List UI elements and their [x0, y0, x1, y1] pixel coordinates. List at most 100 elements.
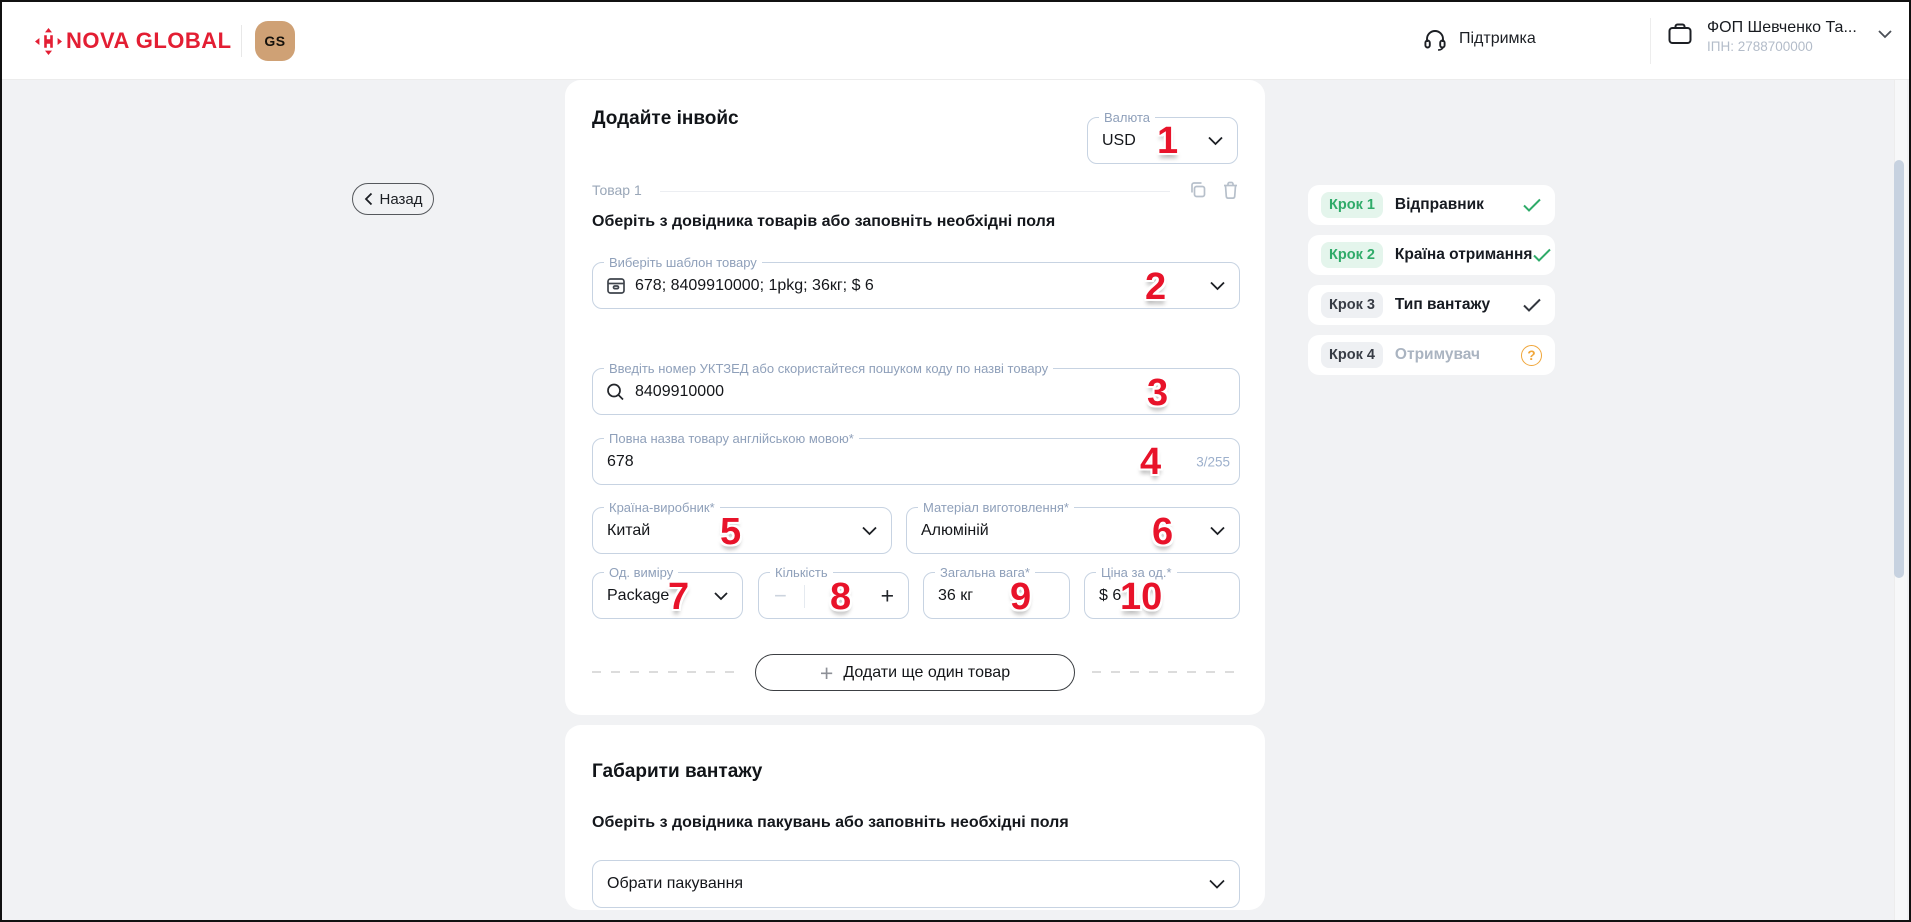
weight-label: Загальна вага* — [935, 565, 1035, 580]
step-3-cargo-type[interactable]: Крок 3 Тип вантажу — [1308, 285, 1555, 325]
support-button[interactable]: Підтримка — [1422, 26, 1536, 52]
chevron-down-icon — [1207, 135, 1224, 146]
gs-org-badge[interactable]: GS — [255, 21, 295, 61]
checkmark-icon — [1522, 197, 1542, 213]
unit-select[interactable]: Од. виміру Package — [592, 565, 743, 619]
uktzed-search-input[interactable]: Введіть номер УКТЗЕД або скористайтеся п… — [592, 361, 1240, 415]
annotation-7: 7 — [668, 576, 690, 618]
step-4-receiver[interactable]: Крок 4 Отримувач ? — [1308, 335, 1555, 375]
step-label: Відправник — [1394, 196, 1484, 213]
country-label: Країна-виробник* — [604, 500, 720, 515]
annotation-3: 3 — [1147, 372, 1169, 414]
archive-box-icon — [605, 275, 627, 297]
briefcase-icon — [1665, 19, 1695, 49]
headphones-icon — [1422, 26, 1448, 52]
packaging-value: Обрати пакування — [607, 875, 744, 892]
template-label: Виберіть шаблон товару — [604, 255, 762, 270]
dashed-divider-left — [592, 671, 740, 673]
material-select[interactable]: Матеріал виготовлення* Алюміній — [906, 500, 1240, 554]
price-value: $ 6 — [1099, 586, 1122, 604]
dashed-divider-right — [1092, 671, 1240, 673]
chevron-down-icon — [861, 525, 878, 536]
weight-value: 36 кг — [938, 586, 974, 604]
material-label: Матеріал виготовлення* — [918, 500, 1074, 515]
invoice-title: Додайте інвойс — [592, 108, 739, 129]
chevron-down-icon — [713, 591, 729, 601]
country-select[interactable]: Країна-виробник* Китай — [592, 500, 892, 554]
unit-price-input[interactable]: Ціна за од.* $ 6 — [1084, 565, 1240, 619]
template-value: 678; 8409910000; 1pkg; 36кг; $ 6 — [635, 276, 874, 294]
unit-value: Package — [607, 586, 670, 604]
product-name-input[interactable]: Повна назва товару англійською мовою* 67… — [592, 431, 1240, 485]
invoice-subtitle: Оберіть з довідника товарів або заповніт… — [592, 213, 1056, 230]
annotation-6: 6 — [1152, 511, 1174, 553]
cargo-dimensions-card: Габарити вантажу Оберіть з довідника пак… — [565, 725, 1265, 910]
chevron-down-icon — [1209, 525, 1226, 536]
annotation-1: 1 — [1157, 120, 1179, 162]
top-header: NOVA GLOBAL GS Підтримка — [2, 2, 1909, 80]
step-label: Країна отримання — [1394, 246, 1533, 263]
currency-value: USD — [1102, 131, 1136, 149]
nova-arrows-logo-icon — [35, 28, 62, 55]
step-1-sender[interactable]: Крок 1 Відправник — [1308, 185, 1555, 225]
copy-product-icon[interactable] — [1188, 180, 1208, 200]
packaging-select[interactable]: Обрати пакування — [592, 860, 1240, 908]
product-template-select[interactable]: Виберіть шаблон товару 678; 8409910000; … — [592, 255, 1240, 309]
quantity-stepper[interactable]: Кількість − 1 + — [758, 565, 909, 619]
step-2-destination-country[interactable]: Крок 2 Країна отримання — [1308, 235, 1555, 275]
product-name-label: Повна назва товару англійською мовою* — [604, 431, 859, 446]
support-label: Підтримка — [1459, 30, 1536, 47]
step-badge: Крок 2 — [1321, 242, 1383, 268]
currency-select[interactable]: Валюта USD — [1087, 110, 1238, 164]
stepper-divider — [804, 585, 805, 608]
back-button-label: Назад — [379, 190, 423, 208]
annotation-9: 9 — [1010, 576, 1032, 618]
dimensions-title: Габарити вантажу — [592, 761, 763, 782]
country-value: Китай — [607, 521, 651, 539]
trash-icon[interactable] — [1221, 180, 1240, 200]
invoice-card: Додайте інвойс Валюта USD Товар 1 — [565, 80, 1265, 715]
chevron-left-icon — [364, 192, 373, 206]
annotation-8: 8 — [830, 576, 852, 618]
add-product-label: Додати ще один товар — [843, 663, 1011, 681]
annotation-4: 4 — [1140, 441, 1162, 483]
minus-icon[interactable]: − — [774, 582, 787, 608]
step-label: Тип вантажу — [1394, 296, 1491, 313]
scrollbar-thumb[interactable] — [1894, 160, 1904, 578]
product-section-label: Товар 1 — [592, 182, 642, 198]
currency-label: Валюта — [1099, 110, 1155, 125]
search-icon — [605, 381, 626, 402]
back-button[interactable]: Назад — [352, 183, 434, 215]
step-label: Отримувач — [1394, 346, 1481, 363]
product-section-row: Товар 1 — [592, 180, 1240, 202]
header-divider-2 — [1650, 18, 1651, 64]
step-badge: Крок 1 — [1321, 192, 1383, 218]
uktzed-label: Введіть номер УКТЗЕД або скористайтеся п… — [604, 361, 1054, 376]
plus-icon[interactable]: + — [880, 582, 894, 608]
step-badge: Крок 3 — [1321, 292, 1383, 318]
annotation-10: 10 — [1120, 576, 1163, 618]
checkmark-icon — [1532, 247, 1552, 263]
annotation-2: 2 — [1145, 266, 1167, 308]
chevron-down-icon — [1209, 280, 1226, 291]
step-badge: Крок 4 — [1321, 342, 1383, 368]
plus-icon: + — [819, 659, 834, 686]
unit-label: Од. виміру — [604, 565, 679, 580]
account-name: ФОП Шевченко Та... — [1707, 19, 1857, 36]
add-product-button[interactable]: + Додати ще один товар — [755, 654, 1075, 691]
header-divider — [241, 25, 242, 57]
uktzed-value: 8409910000 — [635, 382, 724, 400]
quantity-value: 1 — [831, 586, 840, 604]
annotation-5: 5 — [720, 511, 742, 553]
scrollbar-track[interactable] — [1894, 80, 1907, 920]
section-divider — [660, 191, 1170, 192]
material-value: Алюміній — [921, 521, 989, 539]
checkmark-icon — [1522, 297, 1542, 313]
account-menu[interactable]: ФОП Шевченко Та... ІПН: 2788700000 — [1665, 19, 1893, 54]
chevron-down-icon — [1877, 29, 1893, 39]
product-name-value: 678 — [607, 452, 634, 470]
question-circle-icon: ? — [1521, 344, 1542, 366]
price-label: Ціна за од.* — [1096, 565, 1177, 580]
total-weight-input[interactable]: Загальна вага* 36 кг — [923, 565, 1070, 619]
